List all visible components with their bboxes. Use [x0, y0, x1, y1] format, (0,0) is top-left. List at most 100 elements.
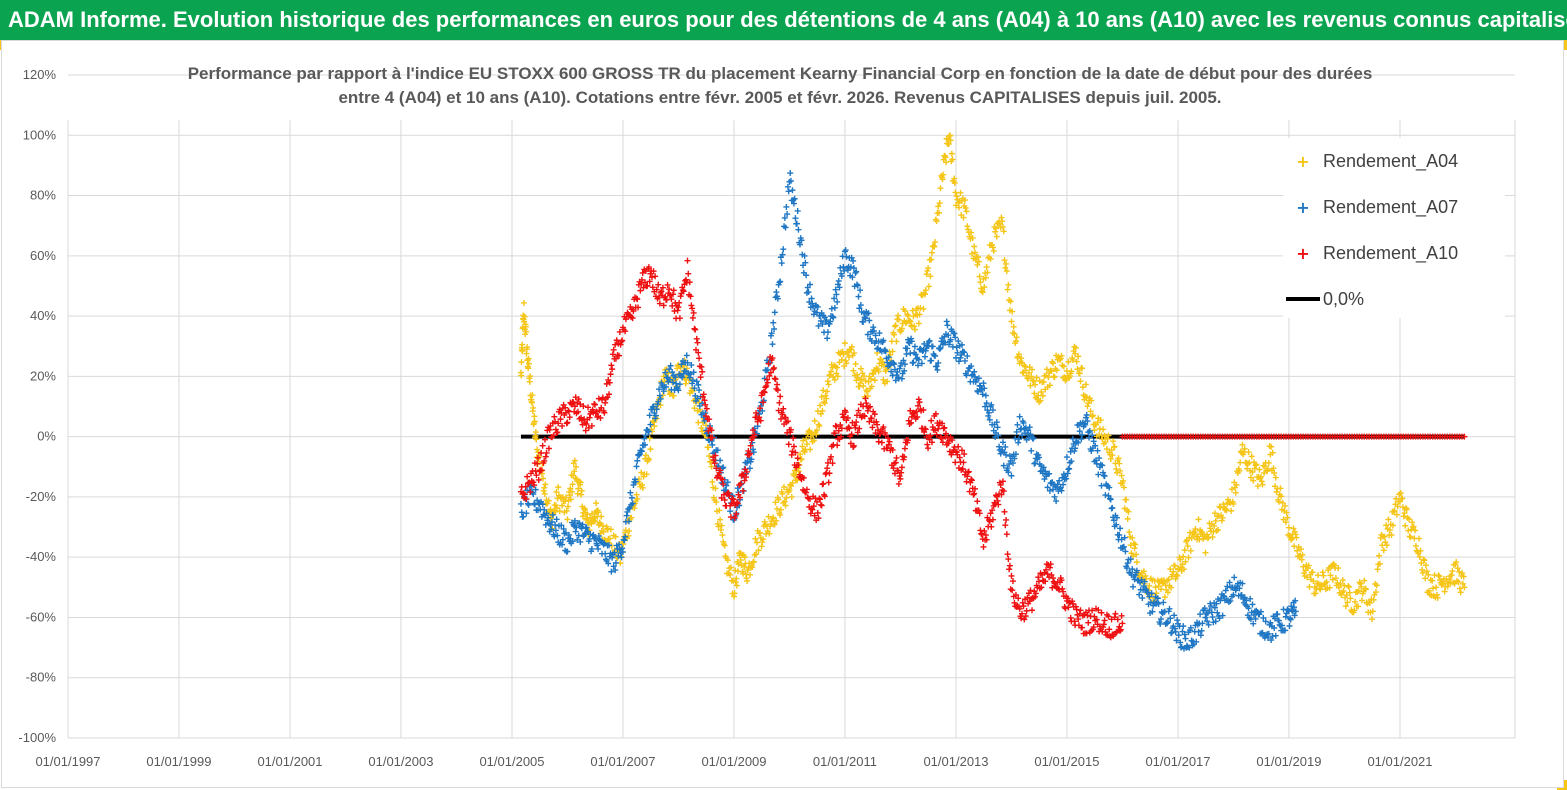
data-point: [1164, 589, 1171, 596]
data-point: [736, 494, 743, 501]
data-point: [989, 407, 996, 414]
data-point: [947, 336, 954, 343]
data-point: [679, 374, 686, 381]
data-point: [1425, 571, 1432, 578]
data-point: [1279, 499, 1286, 506]
data-point: [1245, 449, 1252, 456]
data-point: [854, 429, 861, 436]
data-point: [560, 525, 567, 532]
data-point: [517, 500, 524, 507]
data-point: [816, 422, 823, 429]
data-point: [713, 465, 720, 472]
data-point: [531, 413, 538, 420]
data-point: [1193, 638, 1200, 645]
data-point: [621, 537, 628, 544]
data-point: [645, 456, 652, 463]
data-point: [1098, 482, 1105, 489]
data-point: [810, 437, 817, 444]
data-point: [518, 372, 525, 379]
data-point: [753, 551, 760, 558]
data-point: [690, 309, 697, 316]
data-point: [1167, 615, 1174, 622]
data-point: [828, 453, 835, 460]
data-point: [878, 439, 885, 446]
data-point: [1035, 574, 1042, 581]
data-point: [1130, 583, 1137, 590]
data-point: [831, 376, 838, 383]
data-point: [1422, 562, 1429, 569]
data-point: [565, 503, 572, 510]
data-point: [664, 281, 671, 288]
data-point: [860, 382, 867, 389]
data-point: [939, 420, 946, 427]
data-point: [842, 409, 849, 416]
data-point: [580, 403, 587, 410]
data-point: [894, 368, 901, 375]
data-point: [841, 340, 848, 347]
data-point: [928, 417, 935, 424]
data-point: [1270, 465, 1277, 472]
data-point: [1449, 568, 1456, 575]
data-point: [800, 437, 807, 444]
data-point: [928, 439, 935, 446]
data-point: [1048, 368, 1055, 375]
data-point: [829, 313, 836, 320]
data-point: [1168, 629, 1175, 636]
data-point: [1068, 458, 1075, 465]
data-point: [686, 374, 693, 381]
data-point: [1065, 466, 1072, 473]
data-point: [1044, 484, 1051, 491]
data-point: [789, 479, 796, 486]
data-point: [897, 328, 904, 335]
data-point: [594, 542, 601, 549]
data-point: [595, 533, 602, 540]
x-axis-ticks: 01/01/1997 01/01/1999 01/01/2001 01/01/2003…: [35, 754, 1432, 769]
data-point: [1050, 373, 1057, 380]
data-point: [723, 482, 730, 489]
data-point: [972, 373, 979, 380]
data-point: [952, 189, 959, 196]
data-point: [606, 379, 613, 386]
data-point: [870, 371, 877, 378]
data-point: [554, 429, 561, 436]
data-point: [915, 396, 922, 403]
legend-label-a07: Rendement_A07: [1323, 196, 1459, 217]
data-point: [688, 362, 695, 369]
data-point: [532, 486, 539, 493]
data-point: [1171, 562, 1178, 569]
data-point: [895, 316, 902, 323]
data-point: [1233, 481, 1240, 488]
data-point: [829, 460, 836, 467]
data-point: [971, 490, 978, 497]
data-point: [926, 337, 933, 344]
data-point: [1441, 588, 1448, 595]
data-point: [1164, 619, 1171, 626]
data-point: [647, 270, 654, 277]
data-point: [934, 366, 941, 373]
data-point: [642, 441, 649, 448]
data-point: [619, 337, 626, 344]
data-point: [840, 351, 847, 358]
legend-item-a04: + Rendement_A04: [1283, 146, 1458, 176]
data-point: [860, 318, 867, 325]
data-point: [1083, 411, 1090, 418]
data-point: [1454, 565, 1461, 572]
data-point: [714, 447, 721, 454]
data-point: [957, 189, 964, 196]
data-point: [1374, 566, 1381, 573]
data-point: [1211, 604, 1218, 611]
data-point: [785, 441, 792, 448]
data-point: [651, 423, 658, 430]
data-point: [1094, 447, 1101, 454]
data-point: [545, 445, 552, 452]
data-point: [904, 345, 911, 352]
data-point: [853, 268, 860, 275]
data-point: [820, 387, 827, 394]
data-point: [1013, 428, 1020, 435]
data-point: [908, 419, 915, 426]
data-point: [702, 401, 709, 408]
data-point: [1180, 566, 1187, 573]
data-point: [1253, 461, 1260, 468]
data-point: [1285, 524, 1292, 531]
data-point: [852, 424, 859, 431]
